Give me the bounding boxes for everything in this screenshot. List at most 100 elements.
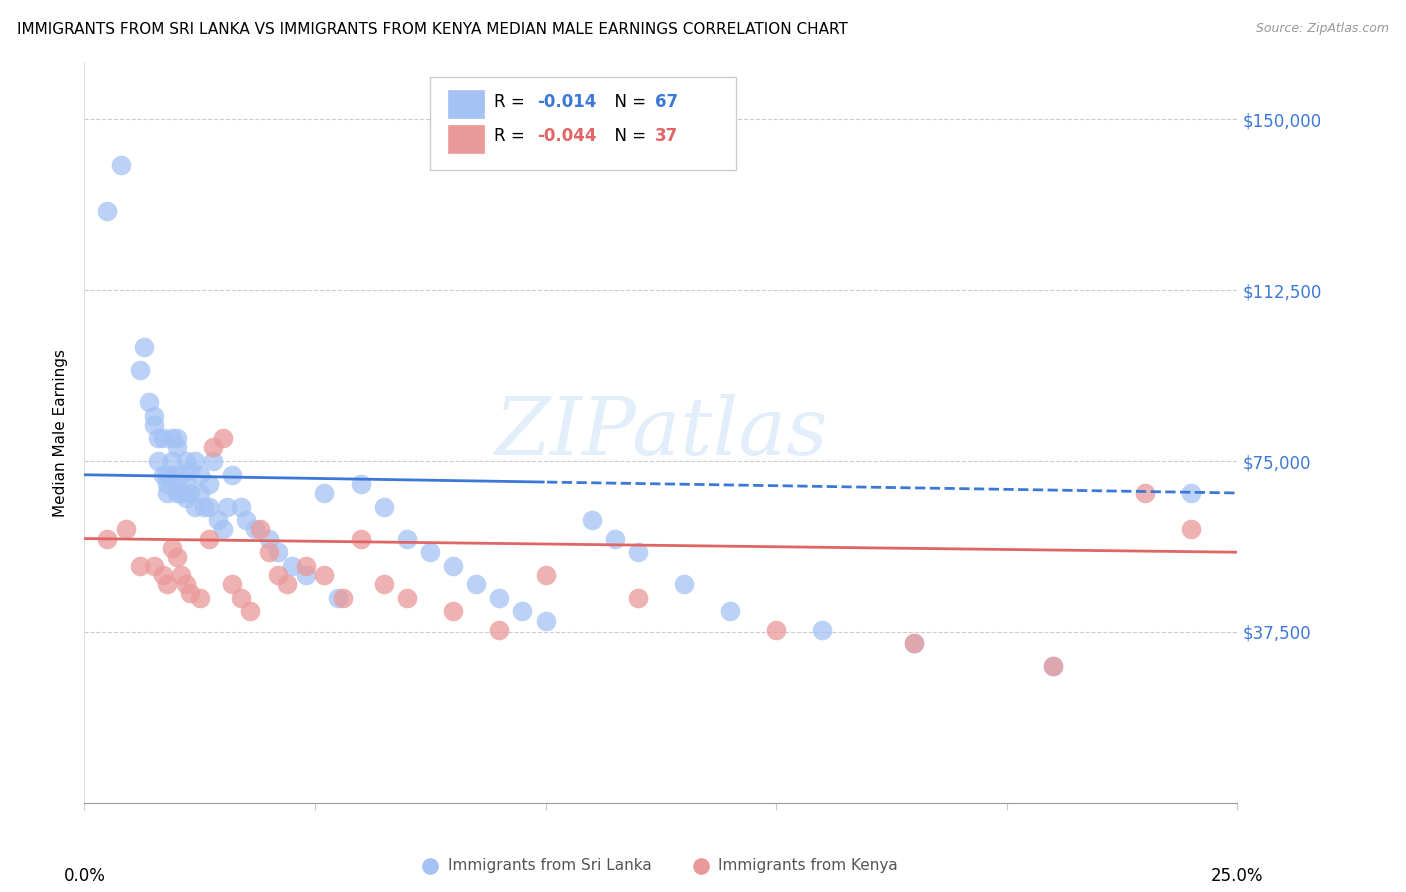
Point xyxy=(350,476,373,491)
Point xyxy=(441,558,464,573)
FancyBboxPatch shape xyxy=(447,90,485,118)
Point xyxy=(160,467,183,482)
Point xyxy=(903,636,925,650)
Point xyxy=(765,623,787,637)
Point xyxy=(170,568,193,582)
Point xyxy=(152,568,174,582)
Point xyxy=(314,568,336,582)
Point xyxy=(146,431,169,445)
Point xyxy=(231,591,253,605)
Point xyxy=(267,568,290,582)
Point xyxy=(202,454,225,468)
Point xyxy=(188,591,211,605)
Point xyxy=(188,486,211,500)
Point xyxy=(166,431,188,445)
Point xyxy=(179,463,201,477)
Point xyxy=(811,623,834,637)
Point xyxy=(281,558,304,573)
Text: 0.0%: 0.0% xyxy=(63,867,105,885)
Point xyxy=(166,441,188,455)
Point xyxy=(217,500,239,514)
Point xyxy=(1042,659,1064,673)
Point xyxy=(267,545,290,559)
Point xyxy=(174,491,197,505)
Point xyxy=(211,523,233,537)
Point xyxy=(419,545,441,559)
Text: Immigrants from Sri Lanka: Immigrants from Sri Lanka xyxy=(447,858,651,873)
Point xyxy=(198,500,221,514)
Point xyxy=(243,523,266,537)
Text: 37: 37 xyxy=(655,128,678,145)
Point xyxy=(465,577,488,591)
Point xyxy=(373,577,395,591)
Point xyxy=(156,577,179,591)
Text: 25.0%: 25.0% xyxy=(1211,867,1264,885)
Point xyxy=(1133,486,1156,500)
Point xyxy=(294,568,316,582)
Point xyxy=(138,395,160,409)
Point xyxy=(174,454,197,468)
Point xyxy=(314,486,336,500)
Point xyxy=(160,541,183,555)
Point xyxy=(373,500,395,514)
Point xyxy=(396,532,419,546)
Point xyxy=(152,431,174,445)
Point xyxy=(221,577,243,591)
Point xyxy=(160,431,183,445)
Point xyxy=(441,604,464,618)
Point xyxy=(294,558,316,573)
Text: 67: 67 xyxy=(655,93,678,111)
Point xyxy=(1180,486,1202,500)
Point xyxy=(96,532,118,546)
Point xyxy=(198,532,221,546)
Point xyxy=(221,467,243,482)
Point xyxy=(202,441,225,455)
Point xyxy=(903,636,925,650)
Point xyxy=(276,577,298,591)
Point xyxy=(231,500,253,514)
FancyBboxPatch shape xyxy=(447,125,485,153)
Point xyxy=(188,467,211,482)
Text: -0.044: -0.044 xyxy=(537,128,598,145)
Point xyxy=(396,591,419,605)
Point xyxy=(156,467,179,482)
Point xyxy=(128,363,150,377)
Point xyxy=(110,158,132,172)
Point xyxy=(193,500,215,514)
Point xyxy=(115,523,138,537)
Text: Source: ZipAtlas.com: Source: ZipAtlas.com xyxy=(1256,22,1389,36)
Point xyxy=(142,409,165,423)
Point xyxy=(156,486,179,500)
Text: R =: R = xyxy=(494,93,530,111)
Point xyxy=(142,558,165,573)
Point xyxy=(332,591,354,605)
FancyBboxPatch shape xyxy=(430,78,735,169)
Point xyxy=(627,545,650,559)
Text: N =: N = xyxy=(605,128,652,145)
Point xyxy=(184,454,207,468)
Point xyxy=(174,577,197,591)
Point xyxy=(152,467,174,482)
Text: N =: N = xyxy=(605,93,652,111)
Point xyxy=(184,500,207,514)
Point xyxy=(96,203,118,218)
Point xyxy=(488,623,510,637)
Point xyxy=(170,467,193,482)
Point xyxy=(156,476,179,491)
Point xyxy=(207,513,229,527)
Point xyxy=(170,486,193,500)
Point xyxy=(198,476,221,491)
Point xyxy=(257,545,280,559)
Text: R =: R = xyxy=(494,128,530,145)
Point xyxy=(142,417,165,432)
Point xyxy=(146,454,169,468)
Point xyxy=(581,513,603,527)
Text: ZIPatlas: ZIPatlas xyxy=(494,394,828,471)
Point xyxy=(166,549,188,564)
Point xyxy=(239,604,262,618)
Text: Immigrants from Kenya: Immigrants from Kenya xyxy=(718,858,898,873)
Point xyxy=(534,568,557,582)
Point xyxy=(1180,523,1202,537)
Point xyxy=(326,591,349,605)
Point xyxy=(211,431,233,445)
